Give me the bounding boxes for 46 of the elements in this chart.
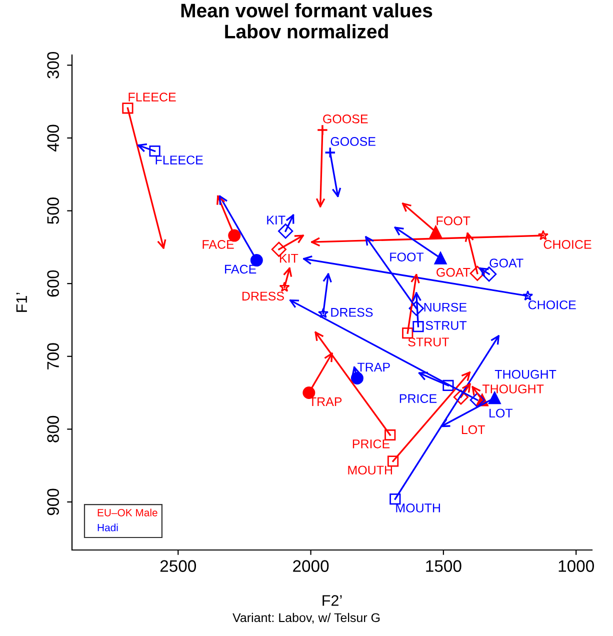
chart-title: Mean vowel formant values Labov normalized	[181, 3, 432, 38]
data-label: NURSE	[424, 302, 467, 312]
data-label: LOT	[490, 408, 513, 418]
x-tick-label: 1000	[558, 560, 594, 572]
data-label: FLEECE	[128, 92, 176, 102]
data-label: THOUGHT	[482, 384, 544, 394]
data-label: PRICE	[352, 439, 390, 448]
data-label: STRUT	[408, 338, 449, 346]
data-label: CHOICE	[544, 240, 592, 249]
y-tick-label: 300	[47, 52, 59, 78]
x-tick-label: 1500	[426, 560, 462, 572]
data-label: GOOSE	[323, 114, 368, 124]
data-label: CHOICE	[528, 300, 576, 310]
x-tick-label: 2000	[293, 560, 329, 572]
x-axis-title: F2’	[322, 595, 342, 606]
data-label: STRUT	[426, 321, 467, 330]
data-label: GOAT	[436, 268, 470, 277]
data-label: KIT	[267, 216, 286, 224]
data-label: LOT	[462, 425, 485, 434]
data-label: TRAP	[357, 362, 390, 372]
y-tick-label: 800	[47, 416, 59, 442]
text: EU–OK Male	[98, 508, 158, 516]
y-tick-label: 500	[47, 198, 59, 224]
data-label: GOOSE	[330, 137, 376, 146]
data-label: FLEECE	[156, 156, 203, 164]
data-label: GOAT	[490, 258, 524, 268]
y-tick-label: 600	[47, 270, 59, 297]
y-tick-label: 700	[47, 343, 59, 370]
data-label: FACE	[225, 264, 256, 274]
data-label: DRESS	[242, 292, 284, 301]
data-label: KIT	[280, 254, 298, 263]
data-label: FACE	[202, 240, 234, 249]
data-label: PRICE	[400, 394, 437, 403]
text: Hadi	[98, 524, 118, 532]
data-label: TRAP	[309, 397, 342, 406]
data-label: FOOT	[390, 252, 424, 262]
text: Variant: Labov, w/ Telsur G	[232, 612, 380, 624]
data-label: FOOT	[436, 216, 470, 226]
x-tick-label: 2500	[160, 560, 196, 572]
data-label: DRESS	[331, 308, 373, 317]
data-label: THOUGHT	[494, 370, 556, 379]
data-label: MOUTH	[396, 504, 440, 512]
y-tick-label: 400	[47, 124, 59, 152]
y-tick-label: 900	[47, 488, 59, 516]
y-axis-title: F1’	[16, 292, 27, 312]
data-label: MOUTH	[348, 466, 392, 475]
